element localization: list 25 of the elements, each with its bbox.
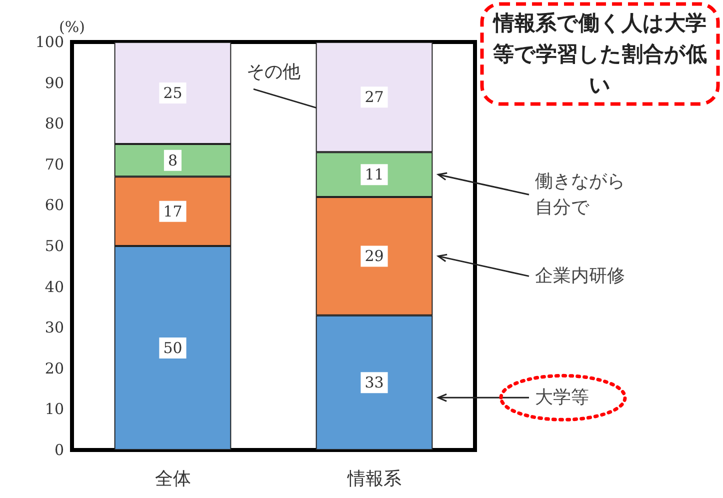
y-tick-label: 20: [44, 359, 64, 378]
y-tick-label: 90: [44, 74, 64, 92]
y-tick-label: 70: [44, 155, 64, 174]
y-tick-label: 50: [44, 237, 64, 255]
data-label: 50: [163, 339, 182, 357]
text: 企業内研修: [535, 266, 625, 287]
data-label: 11: [364, 166, 384, 184]
y-tick-label: 80: [44, 114, 64, 133]
y-tick-label: 40: [44, 278, 64, 296]
text: 情報系で働く人は大学等で学習した割合が低い: [492, 11, 707, 97]
y-tick-label: 0: [54, 441, 64, 459]
data-label: 29: [364, 247, 384, 266]
text: 大学等: [535, 387, 589, 408]
data-label: 33: [364, 374, 384, 392]
x-tick-label: 全体: [154, 468, 191, 490]
y-tick-label: 60: [44, 196, 64, 214]
data-label: 17: [163, 202, 182, 220]
data-label: 25: [163, 84, 182, 102]
y-tick-label: 30: [44, 318, 64, 337]
data-label: 8: [168, 151, 178, 170]
data-label: 27: [364, 88, 384, 106]
x-tick-label: 情報系: [346, 468, 402, 490]
y-tick-label: 10: [44, 400, 64, 418]
text: 働きながら自分で: [535, 171, 625, 218]
series-label: その他: [246, 62, 300, 83]
